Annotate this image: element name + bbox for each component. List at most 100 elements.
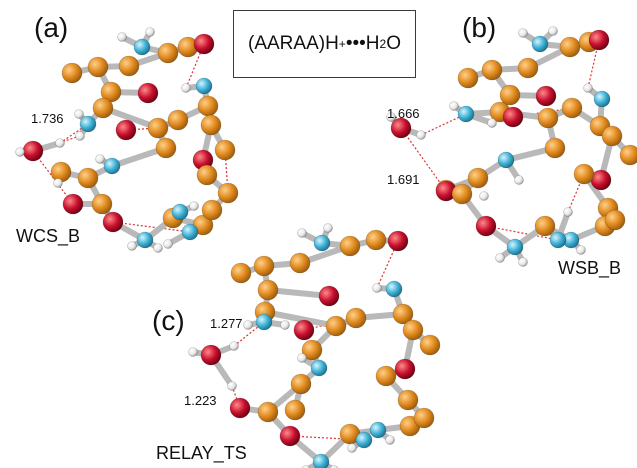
carbon-atom-a [61,62,83,84]
carbon-atom-b [481,59,503,81]
carbon-atom-a [167,109,189,131]
hydrogen-atom-b [386,112,396,122]
nitrogen-atom-a [103,157,121,175]
carbon-atom-c [301,339,323,361]
title-water-h: H [365,33,380,54]
hydrogen-atom-a [181,83,191,93]
carbon-atom-c [257,279,279,301]
carbon-atom-c [284,399,306,421]
oxygen-atom-b [535,85,557,107]
carbon-atom-b [534,215,556,237]
carbon-atom-b [451,183,473,205]
oxygen-atom-c [200,344,222,366]
carbon-atom-a [87,56,109,78]
structure-name-c: RELAY_TS [156,443,247,463]
carbon-atom-a [92,97,114,119]
carbon-atom-c [419,334,441,356]
hydrogen-bond-a [224,149,229,194]
hydrogen-atom-b [518,257,528,267]
hydrogen-atom-c [301,465,311,468]
nitrogen-atom-b [593,90,611,108]
hydrogen-atom-c [227,381,237,391]
oxygen-atom-b [475,215,497,237]
carbon-atom-b [537,107,559,129]
hydrogen-atom-a [55,138,65,148]
nitrogen-atom-c [312,453,330,468]
hydrogen-atom-a [153,243,163,253]
oxygen-atom-c [279,425,301,447]
hydrogen-atom-b [518,28,528,38]
nitrogen-atom-b [531,35,549,53]
carbon-atom-b [517,57,539,79]
carbon-atom-b [544,137,566,159]
carbon-atom-c [413,407,435,429]
hydrogen-atom-c [188,347,198,357]
nitrogen-atom-c [385,280,403,298]
hydrogen-atom-c [385,435,395,445]
carbon-atom-a [200,114,222,136]
title-water-sub: 2 [379,37,387,51]
carbon-atom-a [214,139,236,161]
hydrogen-bond-b [420,113,467,136]
hydrogen-atom-b [449,101,459,111]
oxygen-atom-c [387,230,409,252]
hydrogen-atom-b [583,83,593,93]
carbon-atom-a [196,164,218,186]
nitrogen-atom-b [549,231,567,249]
hydrogen-atom-a [15,147,25,157]
oxygen-atom-a [115,119,137,141]
hydrogen-bond-a [112,221,191,233]
oxygen-atom-c [293,319,315,341]
hydrogen-atom-c [323,223,333,233]
hydrogen-atom-b [479,191,489,201]
distance-label-a1: 1.736 [31,111,64,126]
structure-name-b: WSB_B [558,258,622,278]
carbon-atom-a [91,193,113,215]
carbon-atom-c [325,315,347,337]
oxygen-atom-c [394,358,416,380]
nitrogen-atom-b [457,105,475,123]
carbon-atom-a [201,199,223,221]
carbon-atom-c [290,373,312,395]
hydrogen-atom-a [127,241,137,251]
carbon-atom-c [257,401,279,423]
hydrogen-atom-c [372,283,382,293]
hydrogen-atom-a [75,131,85,141]
nitrogen-atom-a [181,223,199,241]
oxygen-atom-a [62,193,84,215]
hydrogen-atom-b [416,130,426,140]
hydrogen-atom-a [95,154,105,164]
oxygen-atom-a [193,33,215,55]
carbon-atom-a [118,55,140,77]
atom-layer [15,26,637,468]
nitrogen-atom-c [313,234,331,252]
carbon-atom-a [50,161,72,183]
title-prefix: (AARAA)H [248,33,339,54]
carbon-atom-c [392,303,414,325]
hydrogen-atom-b [495,253,505,263]
hydrogen-bond-c [376,240,399,289]
nitrogen-atom-c [310,359,328,377]
distance-label-b2: 1.691 [387,172,420,187]
hydrogen-atom-c [280,320,290,330]
hydrogen-atom-b [514,175,524,185]
title-water-o: O [386,33,401,54]
hydrogen-atom-a [145,27,155,37]
nitrogen-atom-a [195,77,213,95]
carbon-atom-c [375,365,397,387]
bond-c [262,309,339,329]
hydrogen-atom-a [163,239,173,249]
distance-label-c1: 1.277 [210,316,243,331]
carbon-atom-c [345,307,367,329]
carbon-atom-c [253,255,275,277]
structure-name-a: WCS_B [16,226,81,246]
title-dots: ••• [345,33,366,54]
distance-label-c2: 1.223 [184,393,217,408]
oxygen-atom-c [318,285,340,307]
bond-c [265,287,332,299]
carbon-atom-c [289,252,311,274]
carbon-atom-a [155,137,177,159]
hydrogen-bond-b [400,127,447,192]
carbon-atom-b [619,144,637,166]
